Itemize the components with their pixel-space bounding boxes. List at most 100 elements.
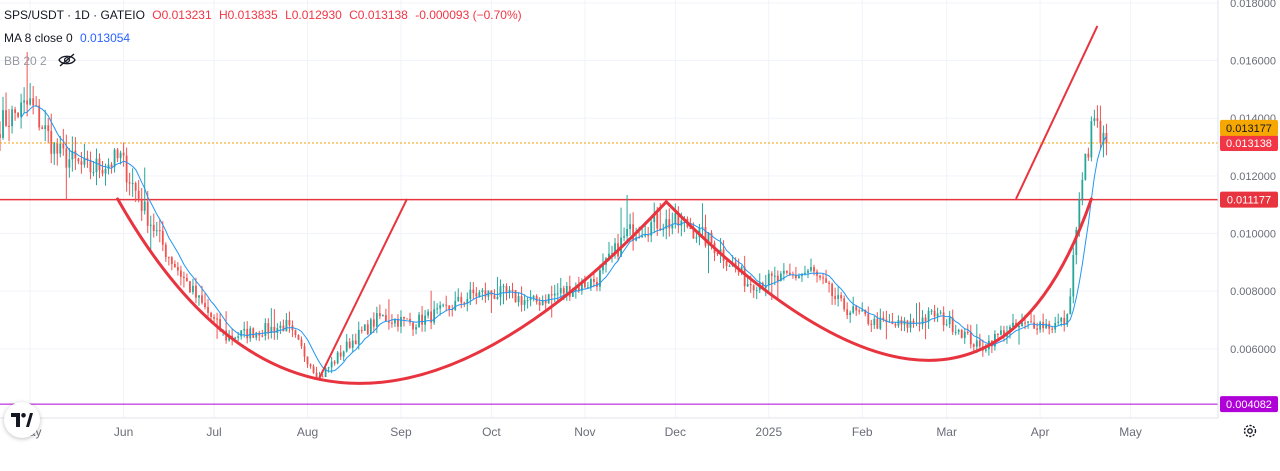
tradingview-logo-icon[interactable]: [4, 402, 40, 438]
y-tick-label: 0.018000: [1230, 0, 1276, 10]
high-value: H0.013835: [219, 8, 278, 22]
candle-body: [333, 361, 336, 364]
candle-body: [44, 125, 47, 130]
candle-body: [577, 286, 580, 291]
candle-body: [336, 352, 339, 364]
candle-body: [782, 270, 785, 274]
candle-body: [810, 267, 812, 271]
candle-body: [460, 296, 463, 303]
candle-body: [927, 310, 930, 322]
candle-body: [785, 270, 788, 273]
candle-body: [984, 349, 987, 351]
candle-body: [858, 310, 861, 312]
candle-body: [1051, 328, 1054, 330]
candle-body: [954, 331, 957, 333]
candle-body: [559, 288, 562, 294]
candle-body: [719, 249, 722, 254]
candle-body: [397, 318, 399, 327]
candle-body: [825, 278, 827, 283]
gear-icon[interactable]: [1242, 423, 1258, 444]
candle-body: [303, 346, 306, 357]
candle-body: [366, 324, 369, 334]
candle-body: [945, 324, 948, 326]
legend-ma[interactable]: MA 8 close 0 0.013054: [4, 31, 134, 45]
trend-line: [318, 198, 408, 379]
candle-body: [8, 125, 10, 127]
x-tick-label: Jun: [114, 425, 133, 439]
candle-body: [388, 321, 390, 323]
legend-bb[interactable]: BB 20 2: [4, 53, 80, 70]
candle-body: [1048, 323, 1051, 329]
candle-body: [1087, 153, 1090, 158]
candle-body: [948, 317, 951, 325]
candle-body: [255, 332, 258, 338]
candle-body: [330, 361, 333, 368]
candle-body: [535, 295, 538, 302]
candle-body: [155, 230, 158, 232]
candle-body: [312, 366, 315, 373]
candle-body: [831, 283, 834, 297]
candle-body: [647, 235, 650, 237]
candle-body: [674, 213, 677, 225]
candle-body: [89, 160, 92, 173]
candle-body: [819, 275, 821, 278]
candle-body: [478, 292, 481, 297]
bb-label: BB 20 2: [4, 53, 47, 68]
candle-body: [499, 286, 502, 298]
candle-body: [372, 319, 375, 327]
candle-body: [876, 318, 879, 329]
candle-body: [939, 312, 942, 314]
candle-body: [514, 290, 517, 303]
candle-body: [822, 277, 824, 279]
candle-body: [638, 237, 641, 239]
candle-body: [394, 318, 396, 324]
candle-body: [656, 213, 659, 229]
candle-body: [704, 226, 707, 246]
candle-body: [635, 237, 638, 241]
y-tick-label: 0.006000: [1230, 344, 1276, 356]
candle-body: [776, 275, 779, 281]
candle-body: [623, 236, 625, 238]
candle-body: [840, 295, 843, 299]
candle-body: [363, 324, 366, 331]
eye-off-icon[interactable]: [58, 53, 76, 70]
candle-body: [381, 315, 384, 317]
candle-body: [629, 224, 632, 229]
candle-body: [11, 109, 13, 127]
candle-body: [412, 322, 414, 330]
candle-body: [571, 291, 574, 297]
candle-body: [80, 161, 83, 165]
candle-body: [140, 199, 143, 211]
candle-body: [384, 315, 387, 322]
candle-body: [400, 316, 402, 327]
candle-body: [653, 213, 656, 223]
candle-body: [249, 328, 252, 339]
candle-body: [918, 322, 921, 325]
ma-line: [20, 105, 1107, 372]
candle-body: [466, 298, 469, 304]
candle-body: [357, 329, 360, 345]
candle-body: [68, 159, 71, 168]
x-tick-label: Oct: [482, 425, 501, 439]
candle-body: [1105, 132, 1108, 144]
candle-body: [469, 289, 472, 299]
candle-body: [240, 330, 243, 337]
candle-body: [632, 224, 635, 241]
candle-body: [716, 252, 719, 254]
candle-body: [327, 367, 330, 369]
candle-body: [957, 330, 960, 332]
candle-body: [74, 150, 77, 159]
candle-body: [41, 127, 44, 130]
candle-body: [403, 316, 405, 319]
candle-body: [596, 281, 598, 287]
candle-body: [23, 100, 26, 103]
candle-body: [924, 317, 927, 322]
candle-body: [415, 327, 417, 330]
symbol-title[interactable]: SPS/USDT · 1D · GATEIO: [4, 8, 145, 22]
candle-body: [1033, 322, 1035, 329]
price-badge: [1220, 119, 1278, 136]
cup-curve: [116, 197, 668, 385]
candle-body: [484, 290, 487, 297]
candle-body: [752, 285, 755, 291]
